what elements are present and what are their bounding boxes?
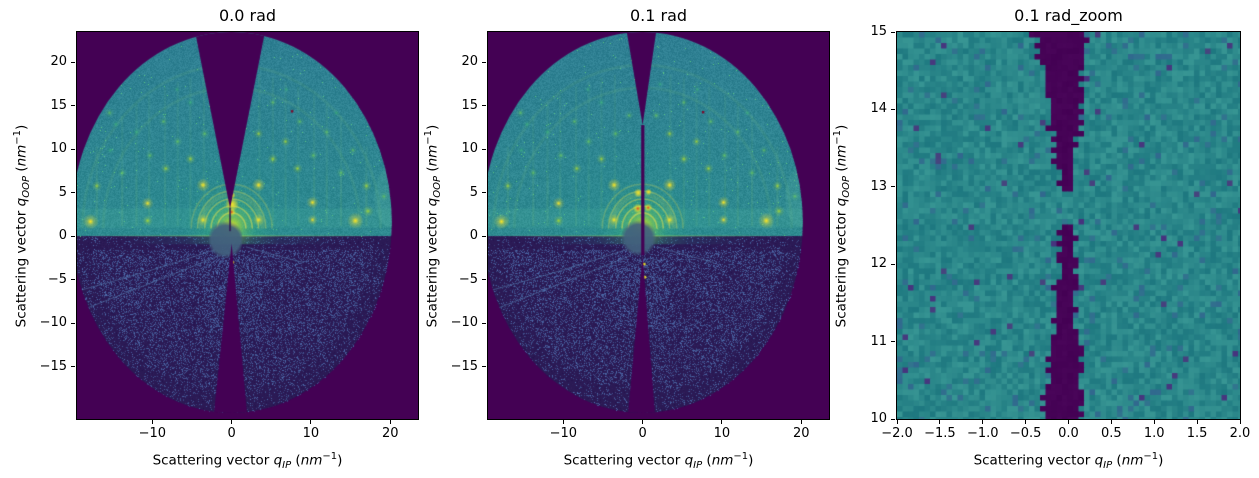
x-tick-label: −10	[138, 426, 167, 441]
y-tick-label: 5	[469, 184, 478, 200]
detector-image-0-1rad-zoom	[896, 31, 1241, 420]
x-tick-mark	[389, 420, 391, 424]
y-tick-mark	[891, 108, 895, 110]
y-tick-label: 11	[870, 333, 887, 349]
subplot-title-1: 0.1 rad	[629, 6, 688, 25]
y-tick-label: 20	[461, 54, 478, 70]
y-tick-mark	[71, 322, 75, 324]
y-tick-mark	[891, 31, 895, 33]
y-tick-mark	[71, 279, 75, 281]
detector-image-0-0rad	[76, 31, 419, 420]
y-tick-label: 20	[50, 54, 67, 70]
x-tick-mark	[1239, 420, 1241, 424]
x-tick-mark	[642, 420, 644, 424]
y-tick-mark	[482, 322, 486, 324]
x-tick-mark	[896, 420, 898, 424]
x-tick-mark	[721, 420, 723, 424]
x-tick-label: −2.0	[881, 426, 913, 441]
y-tick-mark	[482, 279, 486, 281]
y-tick-label: 12	[870, 256, 887, 272]
x-tick-label: −0.5	[1009, 426, 1042, 441]
y-tick-mark	[482, 148, 486, 150]
y-tick-mark	[71, 148, 75, 150]
x-tick-label: 0	[638, 426, 647, 441]
y-tick-label: 15	[50, 97, 67, 113]
x-tick-label: 10	[302, 426, 320, 441]
y-tick-mark	[71, 61, 75, 63]
y-tick-label: 10	[50, 141, 67, 157]
x-tick-mark	[151, 420, 153, 424]
detector-image-0-1rad	[487, 31, 830, 420]
y-tick-mark	[482, 235, 486, 237]
x-tick-mark	[562, 420, 564, 424]
x-tick-label: 1.5	[1186, 426, 1208, 441]
x-tick-mark	[1196, 420, 1198, 424]
x-tick-label: 1.0	[1143, 426, 1165, 441]
y-tick-label: −15	[39, 358, 67, 374]
y-tick-label: 0	[58, 228, 67, 244]
y-tick-label: −10	[39, 315, 67, 331]
y-tick-label: 10	[461, 141, 478, 157]
x-tick-mark	[1153, 420, 1155, 424]
y-tick-label: −5	[458, 271, 478, 287]
x-axis-label: Scattering vector qIP (nm−1)	[152, 451, 343, 472]
y-axis-label: Scattering vector qOOP (nm−1)	[422, 124, 444, 327]
y-tick-mark	[482, 61, 486, 63]
x-tick-label: 2.0	[1229, 426, 1251, 441]
x-tick-label: −10	[549, 426, 578, 441]
x-tick-label: 0.0	[1058, 426, 1079, 441]
y-tick-label: 14	[870, 101, 887, 117]
x-tick-mark	[1068, 420, 1069, 424]
x-tick-mark	[982, 420, 984, 424]
x-tick-label: 10	[713, 426, 731, 441]
subplot-title-2: 0.1 rad_zoom	[1014, 6, 1123, 25]
y-tick-mark	[482, 105, 486, 107]
y-tick-mark	[891, 263, 895, 265]
subplot-title-0: 0.0 rad	[218, 6, 277, 25]
y-tick-mark	[482, 366, 486, 368]
y-tick-mark	[891, 418, 895, 420]
y-axis-label: Scattering vector qOOP (nm−1)	[831, 124, 853, 327]
x-tick-label: −1.0	[966, 426, 999, 441]
x-tick-label: 20	[381, 426, 399, 441]
x-axis-label: Scattering vector qIP (nm−1)	[973, 451, 1164, 472]
x-tick-label: −1.5	[924, 426, 956, 441]
y-tick-mark	[71, 192, 75, 194]
y-tick-mark	[71, 105, 75, 107]
y-tick-mark	[891, 341, 895, 343]
y-tick-label: 0	[469, 228, 478, 244]
x-tick-label: 0.5	[1101, 426, 1122, 441]
x-tick-label: 20	[792, 426, 810, 441]
x-tick-mark	[939, 420, 941, 424]
y-tick-mark	[482, 192, 486, 194]
x-axis-label: Scattering vector qIP (nm−1)	[563, 451, 754, 472]
y-tick-label: 13	[870, 178, 887, 194]
y-tick-label: −15	[450, 358, 478, 374]
y-tick-mark	[71, 366, 75, 368]
x-tick-mark	[310, 420, 312, 424]
x-tick-mark	[1025, 420, 1027, 424]
x-tick-mark	[800, 420, 802, 424]
y-tick-label: −5	[47, 271, 67, 287]
y-tick-label: −10	[450, 315, 478, 331]
y-axis-label: Scattering vector qOOP (nm−1)	[11, 124, 33, 327]
y-tick-label: 15	[461, 97, 478, 113]
y-tick-label: 5	[58, 184, 67, 200]
x-tick-label: 0	[227, 426, 236, 441]
y-tick-label: 10	[870, 411, 887, 426]
y-tick-label: 15	[870, 24, 887, 39]
x-tick-mark	[231, 420, 233, 424]
x-tick-mark	[1110, 420, 1112, 424]
y-tick-mark	[891, 186, 895, 188]
y-tick-mark	[71, 235, 75, 237]
